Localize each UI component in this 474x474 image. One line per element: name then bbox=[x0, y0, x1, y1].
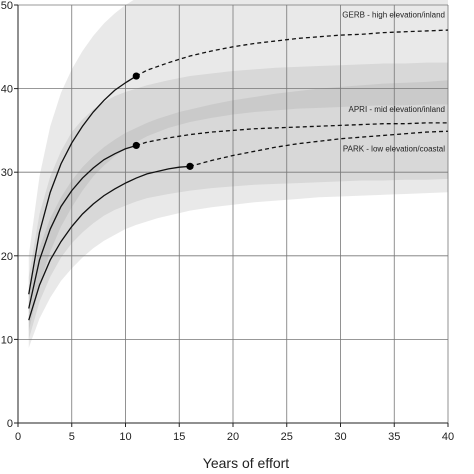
axis-layer: 0 5 10 15 20 25 30 35 40 0 10 20 30 40 50 bbox=[1, 0, 454, 443]
y-tick-label: 0 bbox=[7, 418, 13, 430]
x-tick-label: 5 bbox=[69, 431, 75, 443]
observed-end-marker-1 bbox=[132, 72, 140, 80]
series-line-observed-1 bbox=[28, 75, 137, 295]
x-tick-label: 0 bbox=[15, 431, 21, 443]
x-tick-label: 20 bbox=[227, 431, 239, 443]
x-tick-label: 10 bbox=[119, 431, 131, 443]
x-tick-label: 35 bbox=[388, 431, 400, 443]
series-line-projected-3 bbox=[189, 130, 449, 167]
series-label-1: GERB - high elevation/inland bbox=[342, 11, 445, 20]
y-tick-label: 30 bbox=[1, 167, 13, 179]
series-label-3: PARK - low elevation/coastal bbox=[343, 144, 445, 153]
y-tick-label: 50 bbox=[1, 0, 13, 12]
marker-layer bbox=[132, 72, 194, 170]
series-line-observed-2 bbox=[28, 144, 137, 309]
x-tick-label: 30 bbox=[334, 431, 346, 443]
band-layer bbox=[28, 0, 448, 348]
y-tick-label: 40 bbox=[1, 84, 13, 96]
observed-end-marker-2 bbox=[132, 141, 140, 150]
series-line-projected-2 bbox=[136, 122, 448, 147]
series-label-2: APRI - mid elevation/inland bbox=[349, 105, 446, 114]
x-tick-label: 25 bbox=[281, 431, 293, 443]
series-line-projected-1 bbox=[135, 29, 449, 77]
line-layer bbox=[28, 29, 449, 321]
observed-end-marker-3 bbox=[186, 162, 194, 170]
x-tick-label: 15 bbox=[173, 431, 185, 443]
confidence-band-2 bbox=[28, 62, 448, 340]
x-axis-title: Years of effort bbox=[203, 455, 290, 471]
confidence-band-1 bbox=[28, 0, 448, 332]
x-tick-label: 40 bbox=[442, 431, 454, 443]
y-tick-label: 20 bbox=[1, 251, 13, 263]
label-layer: GERB - high elevation/inland APRI - mid e… bbox=[342, 11, 445, 154]
y-tick-label: 10 bbox=[1, 334, 13, 346]
series-line-observed-3 bbox=[28, 165, 191, 321]
